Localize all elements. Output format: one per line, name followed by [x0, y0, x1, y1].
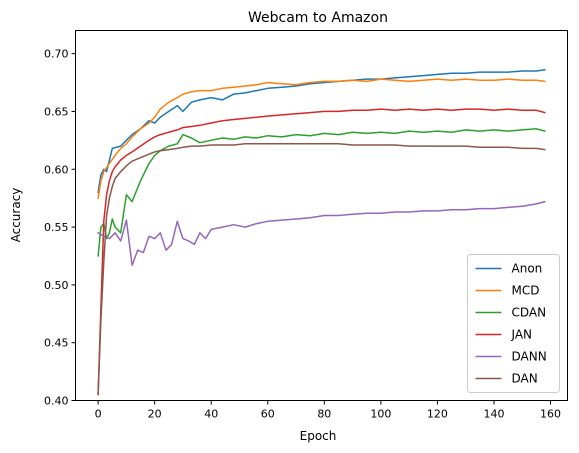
chart-title: Webcam to Amazon: [248, 10, 388, 26]
x-tick-label: 40: [204, 408, 218, 421]
legend-label-cdan: CDAN: [512, 306, 547, 320]
y-tick-label: 0.65: [44, 105, 69, 118]
y-axis: 0.40 0.45 0.50 0.55 0.60 0.65 0.70: [44, 48, 76, 408]
legend-label-jan: JAN: [511, 328, 533, 342]
x-tick-label: 20: [148, 408, 162, 421]
y-tick-label: 0.45: [44, 337, 69, 350]
x-axis: 0 20 40 60 80 100 120 140 160: [95, 401, 561, 421]
y-tick-label: 0.60: [44, 163, 69, 176]
x-tick-label: 60: [261, 408, 275, 421]
legend: Anon MCD CDAN JAN DANN DAN: [468, 255, 560, 393]
series-line-mcd: [98, 79, 545, 198]
x-axis-title: Epoch: [300, 429, 337, 443]
x-tick-label: 140: [483, 408, 504, 421]
legend-label-mcd: MCD: [512, 284, 540, 298]
y-tick-label: 0.55: [44, 221, 69, 234]
x-tick-label: 0: [95, 408, 102, 421]
x-tick-label: 120: [427, 408, 448, 421]
x-tick-label: 160: [540, 408, 561, 421]
x-tick-label: 100: [370, 408, 391, 421]
legend-label-anon: Anon: [512, 262, 543, 276]
y-tick-label: 0.50: [44, 279, 69, 292]
y-axis-title: Accuracy: [9, 188, 23, 243]
y-tick-label: 0.70: [44, 48, 69, 61]
x-tick-label: 80: [317, 408, 331, 421]
legend-label-dann: DANN: [512, 350, 547, 364]
legend-label-dan: DAN: [512, 372, 538, 386]
y-tick-label: 0.40: [44, 395, 69, 408]
